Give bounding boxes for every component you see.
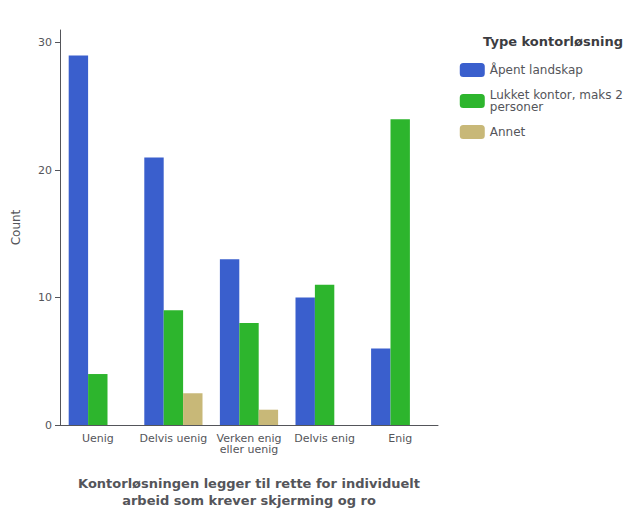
svg-text:Åpent landskap: Åpent landskap <box>490 62 583 77</box>
svg-text:Annet: Annet <box>490 125 526 139</box>
svg-text:Count: Count <box>9 209 23 245</box>
svg-text:arbeid som krever skjerming og: arbeid som krever skjerming og ro <box>122 493 376 508</box>
svg-text:Type kontorløsning: Type kontorløsning <box>483 34 623 49</box>
svg-text:eller uenig: eller uenig <box>220 443 278 456</box>
svg-text:Enig: Enig <box>388 432 412 445</box>
svg-text:Kontorløsningen legger til ret: Kontorløsningen legger til rette for ind… <box>78 476 420 491</box>
svg-text:Lukket kontor, maks 2: Lukket kontor, maks 2 <box>489 88 623 102</box>
svg-text:Verken enig: Verken enig <box>216 432 282 445</box>
svg-text:30: 30 <box>38 36 52 49</box>
svg-text:Delvis enig: Delvis enig <box>294 432 355 445</box>
svg-text:Uenig: Uenig <box>82 432 114 445</box>
svg-text:10: 10 <box>38 291 52 304</box>
svg-text:20: 20 <box>38 164 52 177</box>
svg-text:Delvis uenig: Delvis uenig <box>139 432 207 445</box>
svg-text:0: 0 <box>45 419 52 432</box>
svg-text:personer: personer <box>490 100 544 114</box>
